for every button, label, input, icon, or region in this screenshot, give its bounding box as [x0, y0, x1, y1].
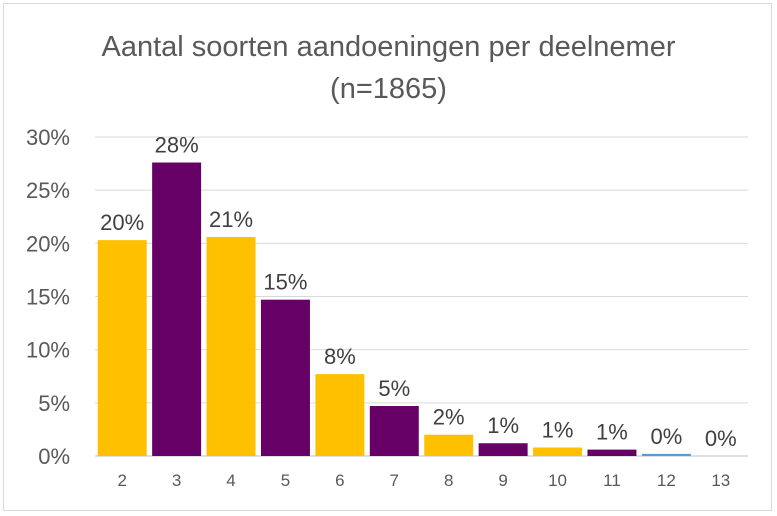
x-tick-label: 7 — [390, 471, 399, 490]
x-tick-label: 2 — [117, 471, 126, 490]
x-tick-label: 8 — [444, 471, 453, 490]
bar — [369, 406, 419, 456]
x-tick-label: 9 — [498, 471, 507, 490]
bar — [533, 447, 583, 456]
y-tick-label: 5% — [38, 391, 70, 416]
y-tick-label: 25% — [26, 178, 70, 203]
y-tick-label: 0% — [38, 444, 70, 469]
x-tick-label: 4 — [226, 471, 235, 490]
y-tick-label: 20% — [26, 231, 70, 256]
data-label: 15% — [263, 270, 307, 295]
x-tick-label: 5 — [281, 471, 290, 490]
data-label: 28% — [155, 133, 199, 158]
data-label: 0% — [650, 424, 682, 449]
bar — [424, 434, 474, 456]
x-tick-label: 10 — [548, 471, 567, 490]
data-label: 21% — [209, 207, 253, 232]
bar — [206, 236, 256, 456]
x-tick-label: 3 — [172, 471, 181, 490]
bar — [315, 374, 365, 456]
y-tick-label: 15% — [26, 285, 70, 310]
bar — [587, 449, 637, 456]
bar — [641, 453, 691, 456]
x-tick-label: 13 — [711, 471, 730, 490]
chart-subtitle: (n=1865) — [330, 73, 447, 105]
data-label: 8% — [324, 344, 356, 369]
y-tick-label: 10% — [26, 338, 70, 363]
x-tick-label: 12 — [657, 471, 676, 490]
y-tick-label: 30% — [26, 125, 70, 150]
data-label: 1% — [596, 420, 628, 445]
chart-title: Aantal soorten aandoeningen per deelneme… — [101, 31, 676, 63]
bar — [260, 299, 310, 456]
data-label: 1% — [542, 417, 574, 442]
data-label: 2% — [433, 405, 465, 430]
data-label: 1% — [487, 413, 519, 438]
data-label: 20% — [100, 210, 144, 235]
x-tick-label: 6 — [335, 471, 344, 490]
bar — [152, 162, 202, 456]
x-tick-label: 11 — [603, 471, 621, 490]
bar — [97, 240, 147, 456]
bar — [478, 443, 528, 456]
data-label: 5% — [378, 376, 410, 401]
data-label: 0% — [705, 426, 737, 451]
